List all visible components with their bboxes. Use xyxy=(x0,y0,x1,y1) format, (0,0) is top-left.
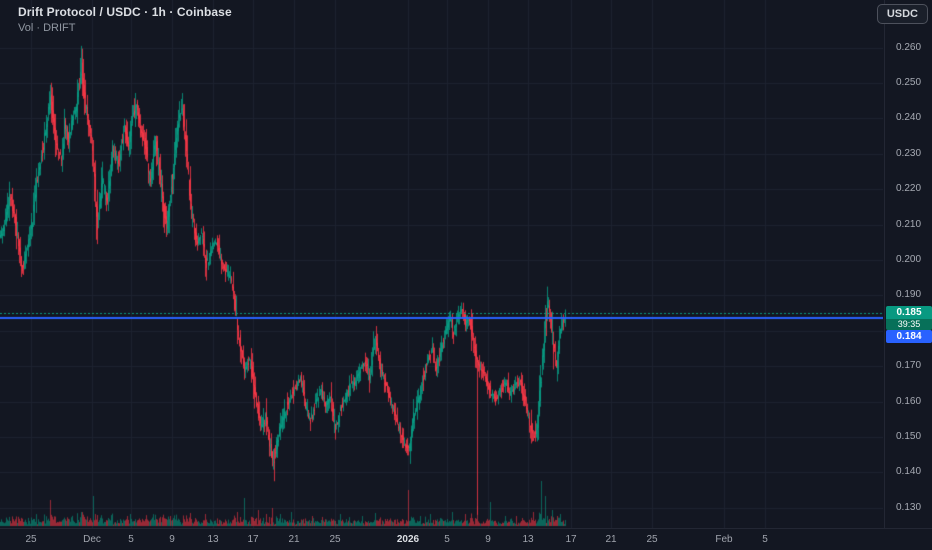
symbol-title[interactable]: Drift Protocol / USDC · 1h · Coinbase xyxy=(18,5,232,19)
time-label: 25 xyxy=(646,534,658,545)
time-axis[interactable]: 25 Dec 5 9 13 17 21 25 2026 5 9 13 17 21 25 Feb 5 xyxy=(0,528,932,550)
time-label: 9 xyxy=(485,534,491,545)
currency-toggle-button[interactable]: USDC xyxy=(876,4,928,24)
time-label: Dec xyxy=(83,534,101,545)
price-label: 0.240 xyxy=(895,112,922,124)
price-label: 0.260 xyxy=(895,41,922,53)
time-label: 13 xyxy=(522,534,534,545)
time-label: Feb xyxy=(715,534,733,545)
volume-study-label[interactable]: Vol · DRIFT xyxy=(18,22,76,34)
time-label: 21 xyxy=(288,534,300,545)
price-label: 0.140 xyxy=(895,466,922,478)
time-label: 25 xyxy=(329,534,341,545)
price-label: 0.190 xyxy=(895,289,922,301)
price-label: 0.130 xyxy=(895,501,922,513)
time-label: 21 xyxy=(605,534,617,545)
price-label: 0.160 xyxy=(895,395,922,407)
price-chart-canvas[interactable] xyxy=(0,0,883,528)
price-label: 0.220 xyxy=(895,183,922,195)
time-label: 25 xyxy=(25,534,37,545)
time-label: 17 xyxy=(247,534,259,545)
bar-close-countdown: 39:35 xyxy=(886,319,932,331)
chart-legend: Drift Protocol / USDC · 1h · Coinbase Vo… xyxy=(18,5,232,34)
price-label: 0.200 xyxy=(895,254,922,265)
price-axis[interactable]: 0.185 39:35 0.184 0.260 0.250 0.240 0.230 0.… xyxy=(884,0,932,528)
price-label: 0.250 xyxy=(895,77,922,88)
last-price-badge: 0.185 39:35 xyxy=(886,306,932,331)
last-price-value: 0.185 xyxy=(886,306,932,320)
time-label: 2026 xyxy=(396,534,420,545)
price-label: 0.230 xyxy=(895,147,922,159)
time-label: 17 xyxy=(565,534,577,545)
time-label: 5 xyxy=(128,534,134,545)
horizontal-line-price-badge: 0.184 xyxy=(886,330,932,344)
time-label: 13 xyxy=(207,534,219,545)
time-label: 5 xyxy=(762,534,768,545)
price-label: 0.170 xyxy=(895,360,922,372)
time-label: 9 xyxy=(169,534,175,545)
price-label: 0.210 xyxy=(895,218,922,230)
time-label: 5 xyxy=(444,534,450,545)
price-label: 0.150 xyxy=(895,431,922,442)
